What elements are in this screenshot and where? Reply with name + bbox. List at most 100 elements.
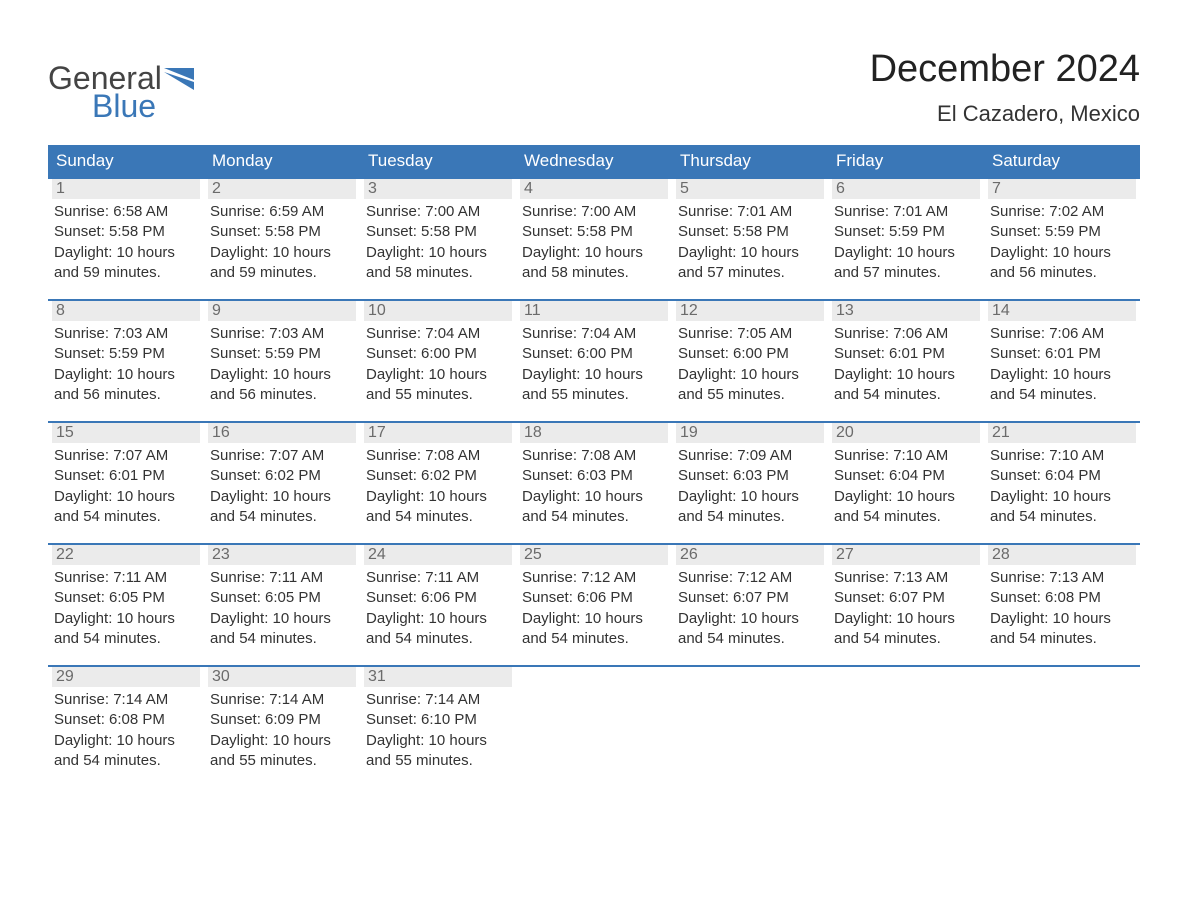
day-body: Sunrise: 7:08 AMSunset: 6:03 PMDaylight:… bbox=[520, 443, 668, 527]
weekday-header: Wednesday bbox=[516, 145, 672, 177]
daylight2-text: and 56 minutes. bbox=[990, 263, 1134, 283]
day-number bbox=[676, 667, 824, 687]
sunrise-text: Sunrise: 6:59 AM bbox=[210, 202, 354, 222]
daylight1-text: Daylight: 10 hours bbox=[366, 609, 510, 629]
daylight2-text: and 54 minutes. bbox=[678, 507, 822, 527]
weekday-header: Tuesday bbox=[360, 145, 516, 177]
day-body: Sunrise: 6:59 AMSunset: 5:58 PMDaylight:… bbox=[208, 199, 356, 283]
day-number bbox=[520, 667, 668, 687]
day-number: 2 bbox=[208, 179, 356, 199]
daylight2-text: and 54 minutes. bbox=[54, 751, 198, 771]
day-cell: 10Sunrise: 7:04 AMSunset: 6:00 PMDayligh… bbox=[360, 301, 516, 409]
day-cell: 16Sunrise: 7:07 AMSunset: 6:02 PMDayligh… bbox=[204, 423, 360, 531]
daylight2-text: and 54 minutes. bbox=[678, 629, 822, 649]
day-cell: 31Sunrise: 7:14 AMSunset: 6:10 PMDayligh… bbox=[360, 667, 516, 775]
daylight2-text: and 55 minutes. bbox=[366, 385, 510, 405]
daylight2-text: and 54 minutes. bbox=[834, 629, 978, 649]
sunrise-text: Sunrise: 7:01 AM bbox=[678, 202, 822, 222]
day-number: 30 bbox=[208, 667, 356, 687]
week-row: 8Sunrise: 7:03 AMSunset: 5:59 PMDaylight… bbox=[48, 299, 1140, 409]
logo-flag-icon bbox=[164, 68, 194, 90]
daylight1-text: Daylight: 10 hours bbox=[678, 365, 822, 385]
day-body: Sunrise: 7:14 AMSunset: 6:08 PMDaylight:… bbox=[52, 687, 200, 771]
day-body: Sunrise: 7:07 AMSunset: 6:01 PMDaylight:… bbox=[52, 443, 200, 527]
daylight1-text: Daylight: 10 hours bbox=[210, 365, 354, 385]
day-number: 1 bbox=[52, 179, 200, 199]
daylight2-text: and 59 minutes. bbox=[210, 263, 354, 283]
day-body: Sunrise: 7:00 AMSunset: 5:58 PMDaylight:… bbox=[364, 199, 512, 283]
sunset-text: Sunset: 5:59 PM bbox=[54, 344, 198, 364]
day-cell bbox=[984, 667, 1140, 775]
day-body: Sunrise: 7:10 AMSunset: 6:04 PMDaylight:… bbox=[832, 443, 980, 527]
daylight2-text: and 55 minutes. bbox=[522, 385, 666, 405]
sunrise-text: Sunrise: 7:11 AM bbox=[54, 568, 198, 588]
sunset-text: Sunset: 5:59 PM bbox=[834, 222, 978, 242]
day-number: 19 bbox=[676, 423, 824, 443]
day-number: 7 bbox=[988, 179, 1136, 199]
week-row: 29Sunrise: 7:14 AMSunset: 6:08 PMDayligh… bbox=[48, 665, 1140, 775]
day-number: 22 bbox=[52, 545, 200, 565]
weekday-header: Friday bbox=[828, 145, 984, 177]
day-body: Sunrise: 7:04 AMSunset: 6:00 PMDaylight:… bbox=[520, 321, 668, 405]
day-cell: 5Sunrise: 7:01 AMSunset: 5:58 PMDaylight… bbox=[672, 179, 828, 287]
sunrise-text: Sunrise: 7:09 AM bbox=[678, 446, 822, 466]
daylight2-text: and 55 minutes. bbox=[210, 751, 354, 771]
sunrise-text: Sunrise: 7:07 AM bbox=[54, 446, 198, 466]
sunrise-text: Sunrise: 7:10 AM bbox=[834, 446, 978, 466]
sunrise-text: Sunrise: 7:06 AM bbox=[834, 324, 978, 344]
day-number: 28 bbox=[988, 545, 1136, 565]
day-number: 18 bbox=[520, 423, 668, 443]
sunset-text: Sunset: 5:59 PM bbox=[990, 222, 1134, 242]
daylight1-text: Daylight: 10 hours bbox=[834, 365, 978, 385]
daylight2-text: and 55 minutes. bbox=[366, 751, 510, 771]
day-cell bbox=[516, 667, 672, 775]
daylight1-text: Daylight: 10 hours bbox=[210, 609, 354, 629]
sunrise-text: Sunrise: 7:04 AM bbox=[366, 324, 510, 344]
day-number: 10 bbox=[364, 301, 512, 321]
day-cell: 1Sunrise: 6:58 AMSunset: 5:58 PMDaylight… bbox=[48, 179, 204, 287]
sunset-text: Sunset: 5:59 PM bbox=[210, 344, 354, 364]
daylight1-text: Daylight: 10 hours bbox=[990, 365, 1134, 385]
sunset-text: Sunset: 5:58 PM bbox=[54, 222, 198, 242]
day-cell: 9Sunrise: 7:03 AMSunset: 5:59 PMDaylight… bbox=[204, 301, 360, 409]
day-body: Sunrise: 7:09 AMSunset: 6:03 PMDaylight:… bbox=[676, 443, 824, 527]
daylight2-text: and 54 minutes. bbox=[54, 629, 198, 649]
daylight1-text: Daylight: 10 hours bbox=[522, 487, 666, 507]
weekday-header: Monday bbox=[204, 145, 360, 177]
day-cell: 8Sunrise: 7:03 AMSunset: 5:59 PMDaylight… bbox=[48, 301, 204, 409]
day-cell: 13Sunrise: 7:06 AMSunset: 6:01 PMDayligh… bbox=[828, 301, 984, 409]
sunrise-text: Sunrise: 7:12 AM bbox=[522, 568, 666, 588]
daylight2-text: and 58 minutes. bbox=[522, 263, 666, 283]
daylight2-text: and 56 minutes. bbox=[210, 385, 354, 405]
day-number: 9 bbox=[208, 301, 356, 321]
day-cell: 19Sunrise: 7:09 AMSunset: 6:03 PMDayligh… bbox=[672, 423, 828, 531]
day-number: 15 bbox=[52, 423, 200, 443]
day-cell: 29Sunrise: 7:14 AMSunset: 6:08 PMDayligh… bbox=[48, 667, 204, 775]
day-body: Sunrise: 7:10 AMSunset: 6:04 PMDaylight:… bbox=[988, 443, 1136, 527]
sunset-text: Sunset: 6:05 PM bbox=[54, 588, 198, 608]
day-cell: 26Sunrise: 7:12 AMSunset: 6:07 PMDayligh… bbox=[672, 545, 828, 653]
daylight2-text: and 54 minutes. bbox=[834, 507, 978, 527]
sunset-text: Sunset: 6:03 PM bbox=[522, 466, 666, 486]
sunset-text: Sunset: 6:08 PM bbox=[54, 710, 198, 730]
day-body: Sunrise: 7:06 AMSunset: 6:01 PMDaylight:… bbox=[832, 321, 980, 405]
day-body: Sunrise: 7:05 AMSunset: 6:00 PMDaylight:… bbox=[676, 321, 824, 405]
sunrise-text: Sunrise: 7:14 AM bbox=[210, 690, 354, 710]
week-row: 15Sunrise: 7:07 AMSunset: 6:01 PMDayligh… bbox=[48, 421, 1140, 531]
page-header: General Blue December 2024 El Cazadero, … bbox=[48, 48, 1140, 127]
daylight2-text: and 54 minutes. bbox=[834, 385, 978, 405]
sunset-text: Sunset: 6:02 PM bbox=[366, 466, 510, 486]
day-number: 11 bbox=[520, 301, 668, 321]
day-number: 16 bbox=[208, 423, 356, 443]
sunset-text: Sunset: 6:07 PM bbox=[678, 588, 822, 608]
day-cell: 28Sunrise: 7:13 AMSunset: 6:08 PMDayligh… bbox=[984, 545, 1140, 653]
sunset-text: Sunset: 6:00 PM bbox=[678, 344, 822, 364]
day-body: Sunrise: 7:11 AMSunset: 6:05 PMDaylight:… bbox=[208, 565, 356, 649]
day-body: Sunrise: 7:12 AMSunset: 6:06 PMDaylight:… bbox=[520, 565, 668, 649]
day-cell: 21Sunrise: 7:10 AMSunset: 6:04 PMDayligh… bbox=[984, 423, 1140, 531]
sunset-text: Sunset: 6:10 PM bbox=[366, 710, 510, 730]
day-number: 27 bbox=[832, 545, 980, 565]
day-cell: 6Sunrise: 7:01 AMSunset: 5:59 PMDaylight… bbox=[828, 179, 984, 287]
day-body: Sunrise: 7:13 AMSunset: 6:07 PMDaylight:… bbox=[832, 565, 980, 649]
day-number: 3 bbox=[364, 179, 512, 199]
